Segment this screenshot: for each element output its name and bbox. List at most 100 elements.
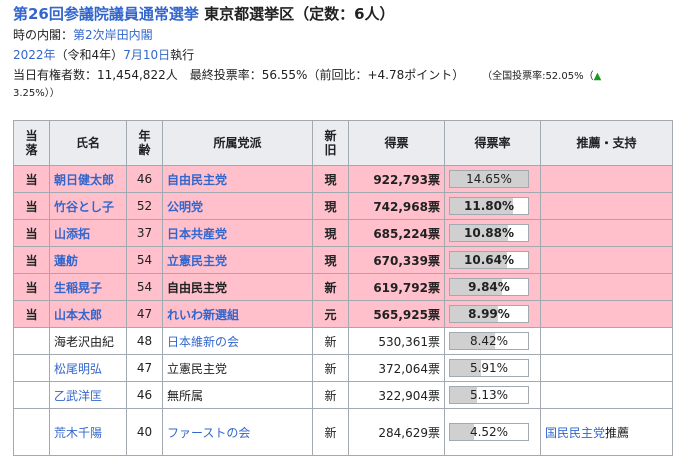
rate-bar-fill — [450, 171, 528, 187]
rate-cell: 11.80% — [444, 192, 541, 220]
party-cell: 自由民主党 — [162, 273, 313, 301]
party-cell: れいわ新選組 — [162, 300, 313, 328]
status-cell: 現 — [312, 219, 349, 247]
party-link[interactable]: れいわ新選組 — [167, 307, 240, 322]
rate-cell: 5.91% — [444, 354, 541, 382]
rate-bar-fill — [450, 333, 495, 349]
candidate-name: 荒木千陽 — [49, 408, 127, 456]
age-cell: 46 — [126, 381, 163, 409]
candidate-name-link[interactable]: 生稲晃子 — [54, 280, 103, 295]
candidate-name-link[interactable]: 松尾明弘 — [54, 361, 103, 376]
elected-cell: 当 — [13, 300, 50, 328]
age-cell: 52 — [126, 192, 163, 220]
page-title: 第26回参議院議員通常選挙 東京都選挙区（定数：6人） — [13, 3, 673, 25]
candidate-name: 山添拓 — [49, 219, 127, 247]
party-link[interactable]: 自由民主党 — [167, 172, 228, 187]
rate-bar-fill — [450, 225, 508, 241]
rate-value: 8.42% — [469, 334, 509, 348]
rate-bar: 14.65% — [449, 170, 529, 188]
election-title-link[interactable]: 第26回参議院議員通常選挙 — [13, 5, 199, 23]
candidate-name: 蓮舫 — [49, 246, 127, 274]
support-cell — [540, 354, 673, 382]
party-cell: 日本共産党 — [162, 219, 313, 247]
party-link[interactable]: 立憲民主党 — [167, 253, 228, 268]
table-row: 当生稲晃子 54 自由民主党 新 619,792票 9.84% — [13, 273, 673, 301]
rate-bar-fill — [450, 252, 507, 268]
age-cell: 54 — [126, 273, 163, 301]
age-cell: 54 — [126, 246, 163, 274]
candidate-name-link[interactable]: 朝日健太郎 — [54, 172, 115, 187]
support-cell: 国民民主党推薦 — [540, 408, 673, 456]
elected-cell — [13, 408, 50, 456]
candidate-name: 朝日健太郎 — [49, 165, 127, 193]
table-row: 荒木千陽 40 ファーストの会 新 284,629票 4.52% 国民民主党推薦 — [13, 408, 673, 456]
candidate-name-link[interactable]: 荒木千陽 — [54, 425, 103, 440]
elected-cell: 当 — [13, 246, 50, 274]
votes-cell: 922,793票 — [348, 165, 445, 193]
elected-cell: 当 — [13, 273, 50, 301]
candidate-name-link[interactable]: 山本太郎 — [54, 307, 103, 322]
date-link[interactable]: 7月10日 — [123, 48, 171, 62]
rate-bar: 11.80% — [449, 197, 529, 215]
candidate-name-link[interactable]: 山添拓 — [54, 226, 91, 241]
candidate-name: 乙武洋匡 — [49, 381, 127, 409]
support-cell — [540, 273, 673, 301]
age-cell: 48 — [126, 327, 163, 355]
table-row: 当山本太郎 47 れいわ新選組 元 565,925票 8.99% — [13, 300, 673, 328]
header-support: 推薦・支持 — [540, 120, 673, 166]
rate-bar-fill — [450, 198, 513, 214]
rate-bar: 8.42% — [449, 332, 529, 350]
candidate-name: 山本太郎 — [49, 300, 127, 328]
status-cell: 新 — [312, 381, 349, 409]
rate-bar-fill — [450, 279, 503, 295]
cabinet-line: 時の内閣：第2次岸田内閣 — [13, 25, 673, 45]
candidate-name-link[interactable]: 竹谷とし子 — [54, 199, 115, 214]
support-cell — [540, 381, 673, 409]
candidate-name-link[interactable]: 蓮舫 — [54, 253, 79, 268]
rate-bar: 4.52% — [449, 423, 529, 441]
date-line: 2022年（令和4年）7月10日執行 — [13, 45, 673, 65]
party-link: 立憲民主党 — [167, 361, 228, 376]
votes-cell: 530,361票 — [348, 327, 445, 355]
votes-cell: 372,064票 — [348, 354, 445, 382]
party-cell: ファーストの会 — [162, 408, 313, 456]
table-row: 当蓮舫 54 立憲民主党 現 670,339票 10.64% — [13, 246, 673, 274]
header-elected: 当落 — [13, 120, 50, 166]
results-table: 当落 氏名 年齢 所属党派 新旧 得票 得票率 推薦・支持 当 朝日健太郎 46 自由… — [13, 120, 673, 456]
party-cell: 無所属 — [162, 381, 313, 409]
support-suffix: 推薦 — [605, 425, 630, 440]
year-link[interactable]: 2022年 — [13, 48, 56, 62]
party-link[interactable]: 公明党 — [167, 199, 204, 214]
rate-bar: 5.91% — [449, 359, 529, 377]
votes-cell: 322,904票 — [348, 381, 445, 409]
support-cell — [540, 192, 673, 220]
party-link[interactable]: 日本共産党 — [167, 226, 228, 241]
support-cell — [540, 300, 673, 328]
rate-value: 11.80% — [464, 199, 514, 213]
elected-cell — [13, 354, 50, 382]
rate-bar: 10.64% — [449, 251, 529, 269]
rate-cell: 14.65% — [444, 165, 541, 193]
rate-cell: 10.88% — [444, 219, 541, 247]
candidate-name-link: 海老沢由紀 — [54, 334, 115, 349]
age-cell: 47 — [126, 300, 163, 328]
national-rate: （全国投票率:52.05%（▲ — [482, 71, 601, 82]
rate-value: 8.99% — [468, 307, 510, 321]
header-party: 所属党派 — [162, 120, 313, 166]
turnout-stats: 当日有権者数：11,454,822人 最終投票率：56.55%（前回比：+4.7… — [13, 68, 465, 82]
party-link: 自由民主党 — [167, 280, 228, 295]
votes-cell: 565,925票 — [348, 300, 445, 328]
party-link[interactable]: 日本維新の会 — [167, 334, 240, 349]
votes-cell: 742,968票 — [348, 192, 445, 220]
candidate-name: 海老沢由紀 — [49, 327, 127, 355]
party-link[interactable]: ファーストの会 — [167, 425, 251, 440]
table-header-row: 当落 氏名 年齢 所属党派 新旧 得票 得票率 推薦・支持 — [13, 120, 673, 166]
candidate-name-link[interactable]: 乙武洋匡 — [54, 388, 103, 403]
national-rate-prefix: （全国投票率:52.05%（ — [482, 71, 594, 82]
support-link[interactable]: 国民民主党 — [545, 425, 606, 440]
rate-bar-fill — [450, 387, 478, 403]
district-title: 東京都選挙区（定数：6人） — [198, 5, 395, 23]
votes-cell: 619,792票 — [348, 273, 445, 301]
cabinet-link[interactable]: 第2次岸田内閣 — [73, 28, 153, 42]
header-rate: 得票率 — [444, 120, 541, 166]
